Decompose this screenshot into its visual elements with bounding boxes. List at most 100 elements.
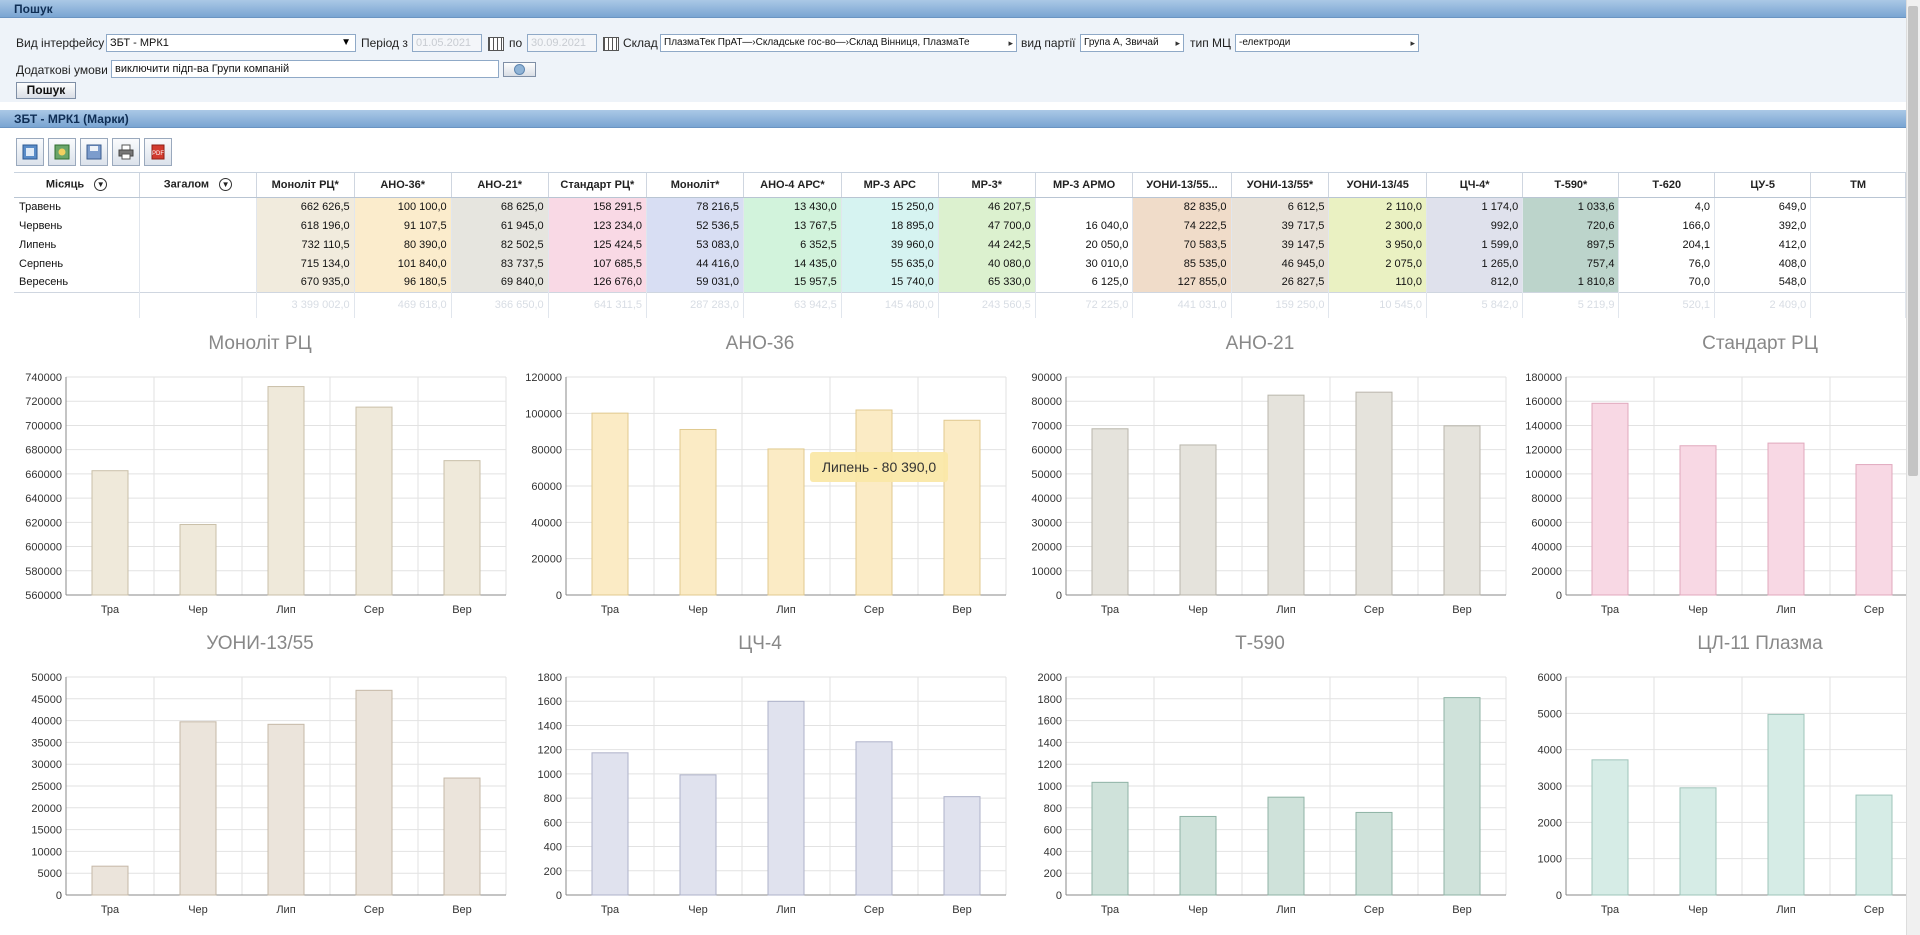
pdf-icon: PDF [151,144,165,160]
interface-select[interactable]: ЗБТ - МРК1 ▼ [106,34,356,52]
chart-bar[interactable] [267,386,305,596]
column-header[interactable]: Моноліт РЦ* [256,173,355,198]
chart-bar[interactable] [1591,759,1629,896]
chart-bar[interactable] [679,774,717,896]
chart-bar[interactable] [443,460,481,596]
chart-bar[interactable] [355,689,393,896]
chart-bar[interactable] [91,865,129,896]
chart-bar[interactable] [1767,442,1805,596]
warehouse-select[interactable]: ПлазмаТек ПрАТ—›Складське гос-во—›Склад … [660,34,1017,52]
chart-plot: 0 200 400 600 800 1000 1200 1400 1600 1800 Тра Чер Л… [538,672,1007,916]
chart-bar[interactable] [855,741,893,896]
chart-bar[interactable] [179,721,217,896]
column-header[interactable]: Т-590* [1522,173,1620,198]
chart-bar[interactable] [1679,787,1717,896]
chart-bar[interactable] [591,412,629,596]
column-header[interactable]: АНО-36* [354,173,452,198]
period-to-input[interactable]: 30.09.2021 [527,34,597,52]
value-cell: 82 502,5 [451,235,549,254]
x-tick-label: Чер [188,904,208,916]
chart-bar[interactable] [267,723,305,896]
month-header-label: Місяць [45,178,85,191]
period-from-input[interactable]: 01.05.2021 [412,34,482,52]
refresh-button[interactable] [48,138,76,166]
batch-select[interactable]: Група А, Звичай ▸ [1080,34,1184,52]
chart-bar[interactable] [1443,697,1481,896]
total-column-header[interactable]: Загалом ▼ [139,173,257,198]
chart-bar[interactable] [1679,445,1717,596]
column-header[interactable]: АНО-4 АРС* [743,173,842,198]
extra-conditions-label: Додаткові умови [16,63,108,77]
chart-bar[interactable] [1091,428,1129,596]
column-header[interactable]: МР-3 АРМО [1035,173,1134,198]
chart-bar[interactable] [767,700,805,896]
chart-bar[interactable] [855,409,893,596]
column-header[interactable]: МР-3* [938,173,1036,198]
chart-bar[interactable] [767,448,805,596]
chart-bar[interactable] [943,796,981,896]
y-tick-label: 90000 [1031,372,1062,384]
chart-bar[interactable] [1091,781,1129,896]
column-header[interactable]: Т-620 [1618,173,1716,198]
column-header[interactable]: УОНИ-13/55* [1231,173,1330,198]
table-row[interactable]: Травень 662 626,5 100 100,0 68 625,0 158 291… [14,197,1906,216]
chart-bar[interactable] [443,777,481,896]
chart-bar[interactable] [1855,464,1893,596]
column-header[interactable]: МР-3 АРС [841,173,939,198]
scrollbar-thumb[interactable] [1908,6,1918,476]
bar-chart: ЦЧ-4 0 200 400 600 800 1000 1200 1400 1600 1800 Тра… [514,633,1007,933]
chart-title: УОНИ-13/55 [206,633,314,654]
table-row[interactable]: Червень 618 196,0 91 107,5 61 945,0 123 234,… [14,216,1906,235]
column-header[interactable]: Моноліт* [646,173,745,198]
extra-conditions-button[interactable] [503,62,536,77]
month-cell: Вересень [14,273,141,292]
chart-bar[interactable] [1179,444,1217,596]
chart-bar[interactable] [1443,425,1481,596]
y-tick-label: 700000 [25,420,62,432]
filter-icon[interactable]: ▼ [219,178,233,192]
chart-bar[interactable] [91,470,129,596]
month-column-header[interactable]: Місяць ▼ [14,173,141,198]
value-cell: 78 216,5 [646,197,745,216]
column-header[interactable]: УОНИ-13/55... [1132,173,1232,198]
column-header[interactable]: АНО-21* [451,173,549,198]
table-row[interactable]: Серпень 715 134,0 101 840,0 83 737,5 107 685… [14,254,1906,273]
extra-conditions-input[interactable]: виключити підп-ва Групи компаній [111,60,499,78]
column-header[interactable]: ЦЧ-4* [1426,173,1524,198]
chart-bar[interactable] [1855,794,1893,896]
table-row[interactable]: Липень 732 110,5 80 390,0 82 502,5 125 424,5… [14,235,1906,254]
column-header[interactable]: Стандарт РЦ* [548,173,648,198]
chart-bar[interactable] [355,406,393,596]
y-tick-label: 1200 [538,745,562,757]
save-button[interactable] [80,138,108,166]
column-header[interactable]: ТМ [1810,173,1906,198]
chart-plot: 0 1000 2000 3000 4000 5000 6000 Тра Чер Лип Сер [1538,672,1920,916]
chart-bar[interactable] [1591,402,1629,596]
table-row[interactable]: Вересень 670 935,0 96 180,5 69 840,0 126 676… [14,273,1906,292]
excel-export-button[interactable] [16,138,44,166]
chart-bar[interactable] [943,419,981,596]
bar-chart: АНО-21 0 10000 20000 30000 40000 50000 60000 700… [1014,333,1507,633]
chart-bar[interactable] [1267,796,1305,896]
chart-bar[interactable] [679,428,717,596]
vertical-scrollbar[interactable] [1906,0,1920,935]
print-button[interactable] [112,138,140,166]
chart-bar[interactable] [1179,815,1217,896]
chart-bar[interactable] [1767,713,1805,896]
search-button[interactable]: Пошук [16,82,76,99]
chart-bar[interactable] [1267,394,1305,596]
chart-bar[interactable] [1355,391,1393,596]
chart-bar[interactable] [179,524,217,596]
column-header[interactable]: ЦУ-5 [1714,173,1812,198]
chart-bar[interactable] [1355,811,1393,896]
y-tick-label: 800 [1044,803,1062,815]
calendar-icon[interactable] [488,37,504,51]
column-header[interactable]: УОНИ-13/45 [1328,173,1428,198]
filter-icon[interactable]: ▼ [94,178,108,192]
pdf-export-button[interactable]: PDF [144,138,172,166]
chart-bar[interactable] [591,752,629,896]
y-tick-label: 0 [1056,890,1062,902]
calendar-icon[interactable] [603,37,619,51]
mc-type-select[interactable]: -електроди ▸ [1235,34,1419,52]
results-panel-header: ЗБТ - МРК1 (Марки) [0,110,1906,128]
